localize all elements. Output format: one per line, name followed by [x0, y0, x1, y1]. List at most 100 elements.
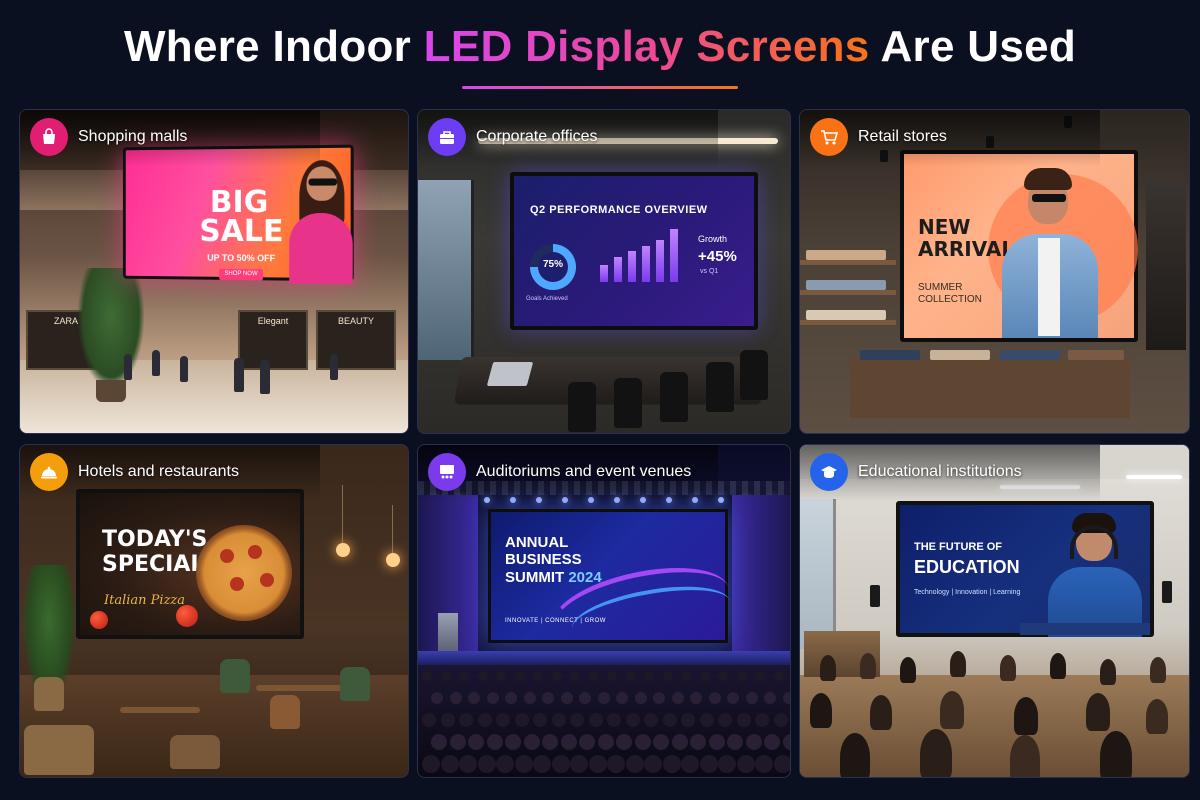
student	[1014, 697, 1038, 735]
audience-member	[644, 671, 654, 681]
audience-member	[449, 692, 462, 704]
audience-member	[459, 755, 477, 773]
shopping-bag-icon	[30, 118, 68, 156]
audience-member	[718, 755, 736, 773]
audience-member	[551, 671, 562, 681]
shopper	[260, 360, 270, 394]
audience-member	[699, 713, 714, 727]
screen-dish: Italian Pizza	[104, 593, 186, 608]
audience	[418, 665, 790, 777]
audience-member	[514, 671, 525, 681]
student	[900, 657, 916, 683]
audience-member	[579, 734, 595, 750]
audience-member	[773, 755, 790, 773]
storefront: Elegant	[238, 310, 308, 370]
audience-member	[607, 713, 621, 727]
student	[1010, 735, 1040, 777]
audience-member	[699, 755, 718, 773]
audience-member	[523, 692, 536, 704]
growth-compare: vs Q1	[700, 268, 719, 275]
audience-member	[597, 734, 614, 750]
audience-member	[459, 671, 469, 681]
tile-label: Educational institutions	[800, 445, 1100, 501]
audience-member	[653, 734, 669, 750]
lamp-cord	[392, 505, 393, 555]
screen-subline: SUMMER COLLECTION	[918, 282, 982, 306]
subline-2: COLLECTION	[918, 294, 982, 305]
audience-member	[422, 713, 436, 727]
audience-member	[496, 713, 510, 727]
screen-headline: ANNUAL BUSINESS SUMMIT 2024	[505, 534, 602, 586]
student	[1086, 693, 1110, 731]
audience-member	[533, 713, 547, 727]
store-sign: Elegant	[257, 316, 289, 326]
office-chair	[706, 362, 734, 412]
student	[1150, 657, 1166, 683]
audience-member	[449, 734, 466, 750]
office-chair	[568, 382, 596, 432]
wall-speaker	[1162, 581, 1172, 603]
audience-member	[718, 671, 728, 681]
audience-member	[523, 734, 540, 750]
tile-educational-institutions: THE FUTURE OF EDUCATION Technology | Inn…	[799, 444, 1190, 778]
audience-member	[422, 671, 432, 681]
audience-member	[588, 671, 599, 681]
audience-member	[440, 671, 451, 681]
shelf	[800, 290, 896, 295]
headline-line-3: SUMMIT	[505, 568, 565, 586]
sunglasses	[1032, 194, 1066, 202]
audience-member	[755, 755, 773, 773]
dining-table	[120, 707, 200, 713]
tile-label: Hotels and restaurants	[20, 445, 320, 501]
folded-clothes	[930, 350, 990, 360]
audience-member	[477, 713, 492, 727]
audience-member	[634, 734, 651, 750]
office-chair	[740, 350, 768, 400]
students	[800, 645, 1189, 777]
audience-member	[662, 755, 681, 773]
headline-line-1: TODAY'S	[102, 527, 208, 552]
student	[1146, 699, 1168, 734]
armchair	[24, 725, 94, 775]
audience-member	[745, 692, 758, 704]
screen-tagline: Technology | Innovation | Learning	[914, 589, 1021, 596]
title-highlight: LED Display Screens	[423, 22, 870, 71]
tile-hotels-restaurants: TODAY'S SPECIAL Italian Pizza Hotels and…	[19, 444, 409, 778]
shopper	[124, 354, 132, 380]
audience-member	[690, 692, 702, 704]
tile-label: Shopping malls	[20, 110, 321, 166]
student	[820, 655, 836, 681]
audience-member	[736, 713, 751, 727]
dining-chair	[340, 667, 370, 701]
chart-bar	[656, 240, 664, 282]
screen-subline: UP TO 50% OFF	[207, 252, 276, 264]
audience-member	[625, 713, 640, 727]
audience-member	[727, 734, 743, 750]
audience-member	[560, 692, 573, 704]
audience-member	[440, 755, 459, 773]
tomato	[176, 605, 198, 627]
sunglasses	[308, 178, 338, 186]
pepperoni	[230, 577, 244, 591]
audience-member	[681, 713, 695, 727]
audience-member	[588, 755, 607, 773]
pendant-lamp	[386, 553, 400, 567]
audience-member	[486, 692, 499, 704]
audience-member	[431, 734, 447, 750]
headline-line-2: SPECIAL	[102, 552, 205, 578]
title-prefix: Where Indoor	[123, 22, 412, 71]
store-sign: ZARA	[53, 316, 78, 326]
briefcase-icon	[428, 118, 466, 156]
ceiling-light	[1126, 475, 1182, 479]
audience-member	[533, 671, 543, 681]
headline-year: 2024	[568, 568, 602, 586]
tile-label-text: Hotels and restaurants	[78, 463, 239, 480]
dining-table	[256, 685, 346, 691]
audience-member	[616, 734, 632, 750]
audience-member	[551, 755, 570, 773]
tile-label-text: Retail stores	[858, 128, 947, 145]
donut-value: 75%	[542, 259, 563, 270]
audience-member	[625, 755, 644, 773]
audience-member	[533, 755, 551, 773]
audience-member	[431, 692, 443, 704]
